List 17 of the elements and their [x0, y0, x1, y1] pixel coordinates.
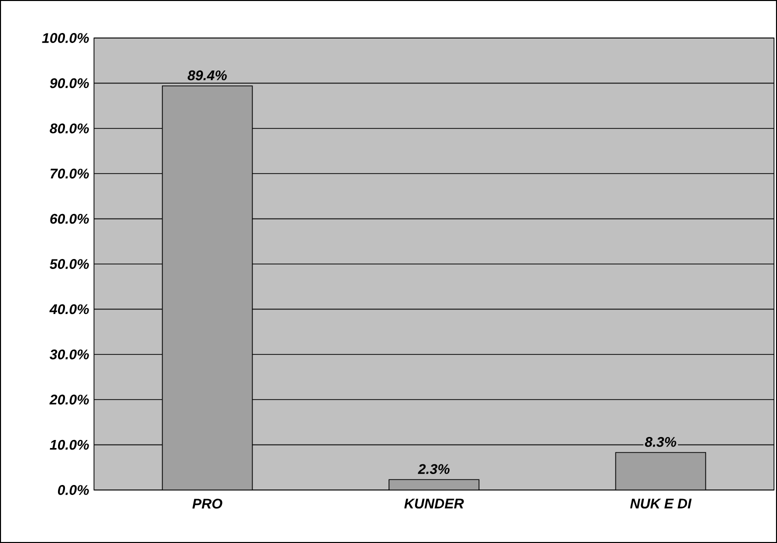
y-tick-label: 30.0%: [50, 349, 89, 360]
y-tick-label: 50.0%: [50, 259, 89, 269]
x-tick-label: KUNDER: [404, 498, 464, 508]
y-tick-label: 40.0%: [49, 304, 89, 314]
x-tick-label: NUK E DI: [630, 498, 692, 508]
y-tick-label: 80.0%: [50, 123, 89, 134]
y-tick-label: 90.0%: [50, 78, 89, 88]
y-tick-label: 70.0%: [50, 168, 89, 179]
x-tick-label: PRO: [192, 498, 222, 509]
data-label: 2.3%: [418, 464, 450, 474]
y-tick-label: 60.0%: [50, 214, 89, 224]
y-tick-label: 20.0%: [49, 394, 89, 405]
y-tick-label: 0.0%: [58, 485, 89, 495]
y-tick-label: 10.0%: [50, 440, 89, 450]
data-label: 8.3%: [644, 436, 676, 447]
y-tick-label: 100.0%: [42, 33, 89, 43]
data-label: 89.4%: [188, 70, 227, 80]
